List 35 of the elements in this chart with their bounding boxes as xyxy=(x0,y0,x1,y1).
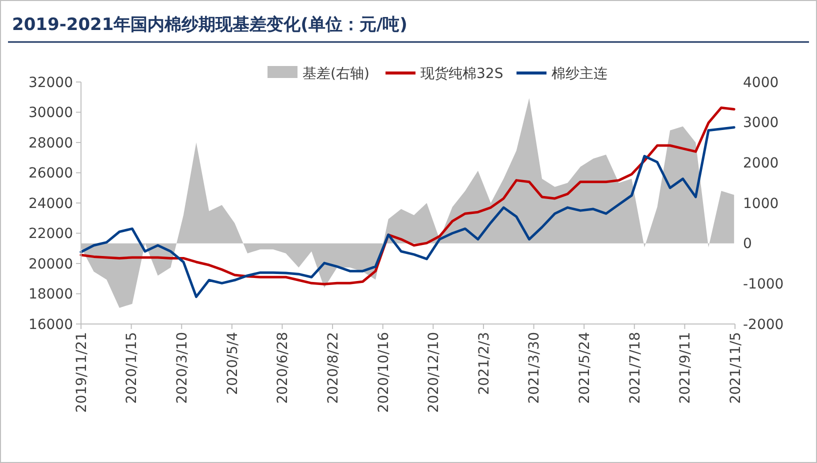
y-tick-label: 26000 xyxy=(28,166,73,182)
x-tick-label: 2021/9/11 xyxy=(678,332,694,404)
x-tick-label: 2021/5/24 xyxy=(576,332,593,404)
x-tick-label: 2020/3/10 xyxy=(174,332,191,404)
y-tick-label: 28000 xyxy=(28,135,73,152)
x-tick-label: 2020/6/28 xyxy=(275,332,292,404)
y-tick-label: 22000 xyxy=(28,226,73,242)
x-tick-label: 2020/5/4 xyxy=(224,332,241,395)
legend-label: 现货纯棉32S xyxy=(420,66,504,82)
y2-tick-label: 2000 xyxy=(743,156,779,172)
x-tick-label: 2020/12/10 xyxy=(426,332,442,413)
chart-title: 2019-2021年国内棉纱期现基差变化(单位：元/吨) xyxy=(12,15,408,35)
x-tick-label: 2020/1/15 xyxy=(124,332,140,404)
y-tick-label: 30000 xyxy=(28,105,73,122)
y2-tick-label: 3000 xyxy=(743,115,779,132)
y-tick-label: 32000 xyxy=(28,74,73,91)
x-tick-label: 2019/11/21 xyxy=(74,332,90,413)
y2-tick-label: -1000 xyxy=(743,276,784,293)
y-tick-label: 24000 xyxy=(28,196,73,212)
x-tick-label: 2020/8/22 xyxy=(325,332,342,404)
y-tick-label: 16000 xyxy=(28,316,73,333)
y-tick-label: 20000 xyxy=(28,256,73,272)
legend-label: 棉纱主连 xyxy=(552,66,608,82)
y-tick-label: 18000 xyxy=(28,286,73,303)
y2-tick-label: 0 xyxy=(743,236,752,252)
x-tick-label: 2021/3/30 xyxy=(526,332,543,404)
x-tick-label: 2021/2/3 xyxy=(476,332,492,395)
x-tick-label: 2021/11/5 xyxy=(728,332,744,404)
legend-label: 基差(右轴) xyxy=(302,66,370,82)
line-series xyxy=(80,126,736,298)
y2-tick-label: 1000 xyxy=(743,196,779,212)
x-tick-label: 2020/10/16 xyxy=(376,332,392,413)
x-tick-label: 2021/7/18 xyxy=(627,332,644,404)
y2-tick-label: 4000 xyxy=(743,74,779,91)
y2-tick-label: -2000 xyxy=(743,316,784,333)
